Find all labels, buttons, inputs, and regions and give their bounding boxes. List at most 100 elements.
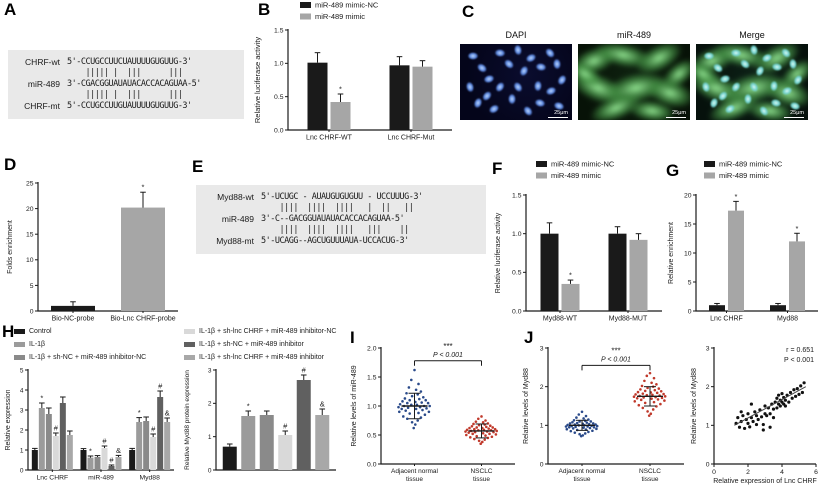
seq-text: 5'-UCUGC - AUAUGUGUGUU - UCCUUUG-3' [261,192,423,202]
svg-text:0: 0 [688,308,692,315]
data-point [481,440,484,444]
data-point [775,396,779,400]
sequence-row: Myd88-wt 5'-UCUGC - AUAUGUGUGUU - UCCUUUG… [202,192,480,203]
data-point [641,406,645,410]
myd88-protein-bar-chart: 0 1 2 3 Relative Myd88 protein expression * # #… [180,362,346,488]
sequence-row: CHRF-wt 5'-CCUGCCUUCUAUUUUGUGUUG-3' [14,57,238,68]
svg-text:1: 1 [706,423,710,430]
myd88-tissue-dot-plot: 0 1 2 3 Relative levels of Myd88 Adjacent nor… [520,334,688,490]
panel-b-label: B [258,0,271,19]
svg-text:1: 1 [20,447,24,454]
data-point [756,417,760,422]
data-point [419,390,423,393]
bar [561,283,580,311]
bar [66,435,73,470]
nucleus-blob [475,61,490,75]
data-point [754,422,759,427]
significance-marker: & [165,409,170,418]
nucleus-blob [521,104,535,118]
svg-text:0.5: 0.5 [367,432,377,439]
legend-item: IL-1β [14,338,184,351]
data-point [646,386,649,390]
data-point [595,424,599,428]
svg-text:0: 0 [30,308,34,315]
nucleus-blob [555,72,569,87]
data-point [489,424,492,428]
micro-card-dapi: DAPI 25μm [460,30,572,120]
data-point [780,392,784,396]
data-point [575,416,578,419]
scale-bar-line [784,116,804,118]
bar [51,305,95,311]
data-point [783,398,787,402]
data-point [802,381,806,385]
significance-marker: # [109,456,114,465]
data-point [633,400,637,403]
merge-title: Merge [739,30,765,40]
data-point [579,434,583,438]
data-point [751,419,755,424]
legend-swatch [704,172,715,179]
svg-text:0: 0 [20,467,24,474]
data-point [416,393,419,396]
data-point [426,401,430,405]
svg-text:4: 4 [780,469,784,476]
data-point [643,389,647,393]
data-point [407,386,411,389]
seq-name [14,90,60,101]
data-point [414,407,418,411]
legend-color-chip [14,355,25,360]
data-point [481,431,485,435]
bar [121,207,165,311]
sequence-row: CHRF-mt 5'-CCUGCCUUGUAUUUUGUGUUG-3' [14,101,238,112]
chart-svg: 0.0 0.5 1.0 1.5 Relative luciferase activity… [495,160,662,323]
data-point [639,398,643,402]
data-point [655,383,658,386]
data-point [577,413,581,416]
data-point [566,423,569,427]
significance-marker: * [247,402,250,411]
svg-text:Relative Myd88 protein express: Relative Myd88 protein expression [184,370,191,470]
chrf-sequence-alignment: CHRF-wt 5'-CCUGCCUUCUAUUUUGUGUUG-3' |||||… [8,50,244,119]
bar [108,466,115,470]
data-point [471,432,474,436]
data-point [424,398,427,402]
chart-svg: 0 5 10 15 20 Relative enrichment miR-489 mimic… [668,160,818,323]
svg-text:miR-489 mimic: miR-489 mimic [315,12,365,21]
nucleus-blob [534,80,543,92]
svg-text:4: 4 [20,387,24,394]
data-point [400,407,403,411]
svg-text:1: 1 [208,434,212,441]
svg-text:1.0: 1.0 [274,61,284,68]
data-point [410,394,414,398]
data-point [643,379,646,383]
svg-text:0.0: 0.0 [274,127,284,134]
data-point [477,423,481,427]
data-point [788,390,793,395]
bar [45,414,52,470]
nucleus-blob [542,46,557,60]
legend-swatch [704,161,715,167]
legend-color-chip [14,342,25,347]
svg-text:2: 2 [706,384,710,391]
nucleus-blob [534,61,547,72]
data-point [768,412,772,416]
svg-text:20: 20 [26,206,34,213]
panel-d-label: D [4,155,17,174]
svg-text:Lnc CHRF: Lnc CHRF [36,475,68,482]
panel-d: D 0 5 10 15 20 25 Folds enrichment Bio-NC-probe… [2,155,184,337]
data-point [760,415,764,419]
scale-bar-line [548,116,568,118]
data-point [783,404,787,408]
data-point [486,436,490,440]
legend-item: IL-1β + sh-NC + miR-489 inhibitor-NC [14,351,184,364]
data-point [587,430,590,434]
mir489-title: miR-489 [616,30,651,40]
svg-text:2: 2 [208,401,212,408]
significance-stars: *** [443,342,452,351]
bar [80,450,87,470]
svg-text:Lnc CHRF-Mut: Lnc CHRF-Mut [388,135,435,142]
bar [259,415,274,470]
nucleus-blob [467,52,479,61]
significance-marker: # [158,382,163,391]
